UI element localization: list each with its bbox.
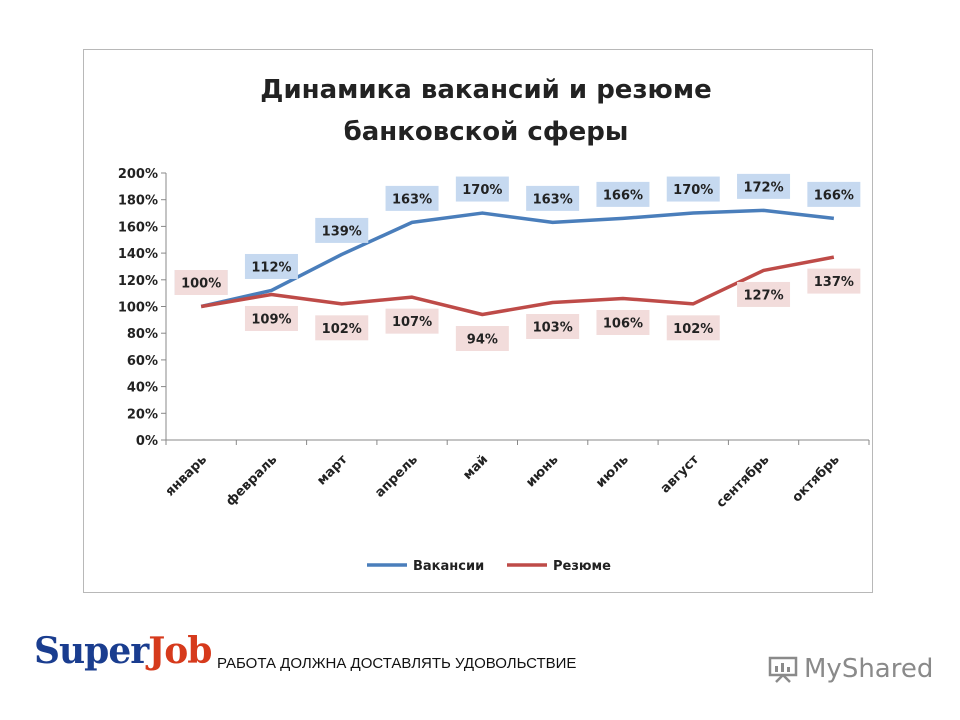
series-line-0 [200, 208, 835, 309]
data-label-1: 107% [392, 315, 432, 330]
logo-super: Super [34, 630, 149, 672]
y-tick-label: 180% [118, 194, 158, 209]
x-category-label: июль [593, 452, 632, 491]
x-category-label: август [658, 452, 703, 497]
data-label-box-1 [737, 281, 791, 307]
x-category-label: январь [163, 452, 210, 499]
x-category-label: март [314, 452, 351, 489]
data-label-1: 109% [251, 312, 291, 327]
data-label-0: 170% [673, 183, 713, 198]
data-label-0: 166% [814, 188, 854, 203]
chart-svg: Динамика вакансий и резюме банковской сф… [118, 75, 870, 574]
y-tick-label: 80% [127, 327, 158, 342]
chart-title-line-1: Динамика вакансий и резюме [260, 75, 711, 105]
data-label-box-0 [737, 173, 791, 199]
data-label-box-0 [244, 253, 298, 279]
legend: Вакансии Резюме [367, 559, 611, 574]
x-category-label: май [460, 452, 491, 483]
data-label-1: 94% [467, 333, 498, 348]
footer-slogan: РАБОТА ДОЛЖНА ДОСТАВЛЯТЬ УДОВОЛЬСТВИЕ [217, 655, 577, 672]
series-line-1 [200, 255, 835, 317]
y-tick-label: 160% [118, 220, 158, 235]
data-label-0: 139% [322, 224, 362, 239]
data-label-box-1 [244, 305, 298, 331]
myshared-text: MyShared [804, 654, 934, 684]
data-label-1: 102% [322, 322, 362, 337]
presentation-icon [768, 655, 798, 683]
x-category-label: февраль [223, 452, 280, 509]
data-label-box-0 [807, 181, 861, 207]
chart-title-line-2: банковской сферы [344, 117, 629, 147]
data-label-1: 100% [181, 277, 221, 292]
data-label-box-0 [596, 181, 650, 207]
data-label-box-0 [385, 185, 439, 211]
data-label-box-0 [315, 217, 369, 243]
legend-label-1: Резюме [553, 559, 611, 574]
data-label-1: 103% [533, 320, 573, 335]
data-label-box-1 [385, 308, 439, 334]
data-label-1: 102% [673, 322, 713, 337]
data-label-0: 163% [533, 192, 573, 207]
data-label-1: 137% [814, 275, 854, 290]
data-label-0: 170% [462, 183, 502, 198]
series-lines [200, 208, 835, 317]
data-label-box-1 [315, 315, 369, 341]
y-tick-label: 140% [118, 247, 158, 262]
x-category-label: июнь [523, 452, 561, 490]
myshared-watermark: MyShared [768, 655, 933, 683]
data-label-0: 112% [251, 260, 291, 275]
logo-job: Job [148, 630, 212, 672]
x-category-label: октябрь [789, 452, 842, 505]
data-label-box-0 [455, 176, 509, 202]
data-label-0: 163% [392, 192, 432, 207]
y-tick-label: 120% [118, 274, 158, 289]
data-label-box-1 [526, 313, 580, 339]
data-labels: 100% 112% 139% 163% 170% 163% 166% 170% 172% 166%… [174, 173, 861, 352]
y-tick-label: 100% [118, 301, 158, 316]
data-label-box-1 [807, 268, 861, 294]
data-label-1: 127% [743, 288, 783, 303]
data-label-box-0 [666, 176, 720, 202]
y-tick-label: 200% [118, 167, 158, 182]
y-tick-label: 60% [127, 354, 158, 369]
legend-label-0: Вакансии [413, 559, 484, 574]
chart-frame: Динамика вакансий и резюме банковской сф… [83, 49, 873, 593]
data-label-1: 106% [603, 316, 643, 331]
data-label-0: 166% [603, 188, 643, 203]
x-category-label: апрель [372, 452, 421, 501]
superjob-logo: SuperJob [34, 630, 212, 672]
data-label-0: 172% [743, 180, 783, 195]
data-label-box-1 [596, 309, 650, 335]
y-tick-label: 40% [127, 381, 158, 396]
y-tick-label: 20% [127, 407, 158, 422]
data-label-box-1 [174, 270, 228, 295]
data-label-box-0 [526, 185, 580, 211]
data-label-box-1 [666, 315, 720, 341]
x-category-label: сентябрь [714, 452, 773, 511]
y-tick-label: 0% [136, 434, 158, 449]
data-label-box-1 [455, 326, 509, 352]
